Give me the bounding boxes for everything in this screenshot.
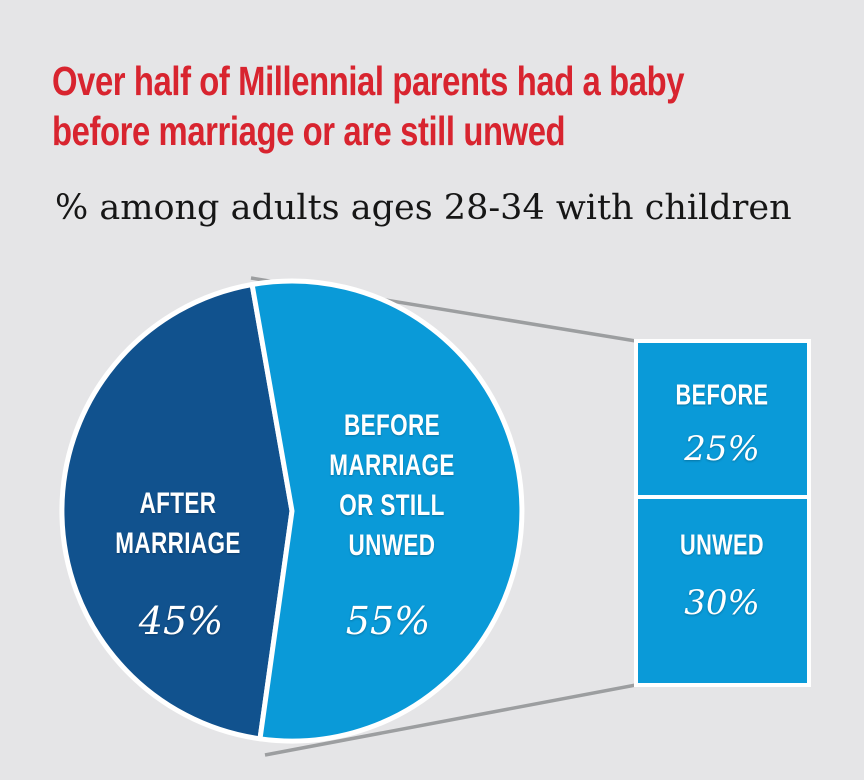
pie-slice-before-or-unwed <box>249 278 525 744</box>
slice-label-before-or-unwed: BEFORE MARRIAGE OR STILL UNWED <box>329 406 455 566</box>
breakout-label-before: BEFORE <box>675 379 769 412</box>
chart-subtitle: % among adults ages 28-34 with children <box>55 188 792 228</box>
slice-label-line: MARRIAGE <box>115 527 241 560</box>
pie-slice-after-marriage <box>59 282 295 742</box>
slice-label-line: BEFORE <box>343 409 440 442</box>
chart-title: Over half of Millennial parents had a ba… <box>52 56 842 156</box>
slice-label-line: UNWED <box>348 529 436 562</box>
chart-title-line-1: Over half of Millennial parents had a ba… <box>52 58 685 104</box>
slice-label-after-marriage: AFTER MARRIAGE <box>115 484 241 564</box>
leader-line-bottom <box>264 683 637 757</box>
slice-value-after-marriage: 45% <box>138 599 224 643</box>
breakout-value-before: 25% <box>684 429 760 469</box>
breakout-cell-unwed <box>638 499 807 683</box>
breakout-cell-before <box>638 343 807 495</box>
chart-title-line-2: before marriage or are still unwed <box>52 108 566 154</box>
slice-label-line: MARRIAGE <box>329 449 455 482</box>
slice-value-before-or-unwed: 55% <box>345 599 431 643</box>
slice-label-line: OR STILL <box>339 489 445 522</box>
slice-label-line: AFTER <box>139 487 217 520</box>
breakout-label-unwed: UNWED <box>679 529 765 562</box>
breakout-value-unwed: 30% <box>684 583 760 623</box>
